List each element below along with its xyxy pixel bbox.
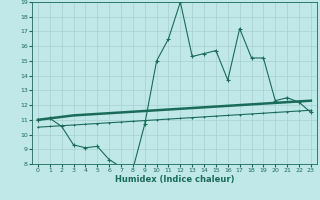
X-axis label: Humidex (Indice chaleur): Humidex (Indice chaleur) [115, 175, 234, 184]
